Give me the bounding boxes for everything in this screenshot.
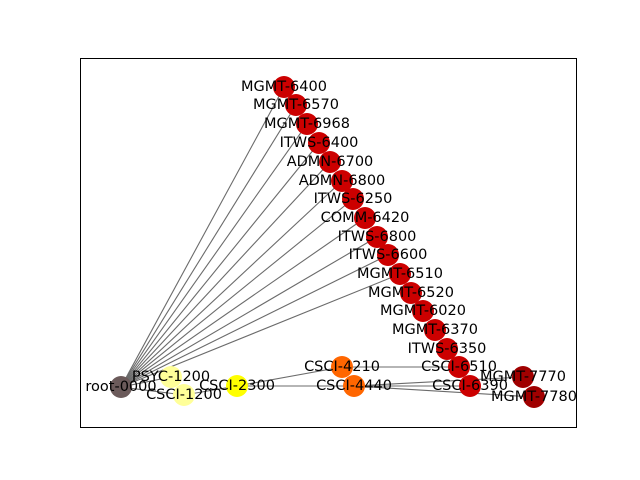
node-label-csci-2300: CSCI-2300	[199, 378, 275, 394]
node-mgmt-6020	[412, 300, 434, 322]
edge-csci-4440-to-mgmt-7780	[353, 385, 535, 398]
node-csci-6390	[459, 375, 481, 397]
edge-root-0000-to-itws-6400	[120, 142, 320, 388]
edge-root-0000-to-mgmt-6570	[120, 104, 297, 388]
node-label-csci-4210: CSCI-4210	[304, 359, 380, 375]
node-label-root-0000: root-0000	[85, 379, 156, 395]
node-label-itws-6250: ITWS-6250	[314, 191, 393, 207]
node-label-mgmt-7780: MGMT-7780	[491, 389, 577, 405]
node-mgmt-6400	[273, 76, 295, 98]
node-itws-6400	[308, 132, 330, 154]
edge-root-0000-to-itws-6250	[120, 198, 354, 388]
node-mgmt-6520	[400, 282, 422, 304]
node-label-mgmt-6510: MGMT-6510	[357, 266, 443, 282]
node-label-mgmt-7770: MGMT-7770	[480, 369, 566, 385]
node-label-mgmt-6400: MGMT-6400	[241, 79, 327, 95]
node-label-mgmt-6520: MGMT-6520	[368, 285, 454, 301]
node-admn-6700	[319, 151, 341, 173]
node-itws-6250	[342, 188, 364, 210]
node-mgmt-7780	[523, 386, 545, 408]
node-mgmt-6570	[285, 94, 307, 116]
node-label-itws-6800: ITWS-6800	[338, 229, 417, 245]
node-csci-4440	[343, 375, 365, 397]
node-label-psyc-1200: PSYC-1200	[132, 369, 210, 385]
node-label-admn-6800: ADMN-6800	[299, 173, 386, 189]
edge-root-0000-to-comm-6420	[120, 217, 366, 388]
edge-csci-4440-to-mgmt-7770	[353, 376, 524, 387]
node-label-admn-6700: ADMN-6700	[287, 154, 374, 170]
node-psyc-1200	[160, 366, 182, 388]
node-admn-6800	[331, 170, 353, 192]
node-label-mgmt-6020: MGMT-6020	[380, 303, 466, 319]
node-itws-6800	[366, 226, 388, 248]
edge-root-0000-to-mgmt-6400	[120, 86, 285, 388]
node-label-csci-1200: CSCI-1200	[146, 387, 222, 403]
nodes-layer	[110, 76, 545, 408]
node-mgmt-6968	[296, 113, 318, 135]
node-label-comm-6420: COMM-6420	[321, 210, 410, 226]
plot-frame	[80, 58, 577, 428]
node-mgmt-6510	[389, 263, 411, 285]
node-itws-6600	[377, 244, 399, 266]
node-itws-6350	[436, 338, 458, 360]
node-label-itws-6600: ITWS-6600	[349, 247, 428, 263]
node-csci-1200	[173, 384, 195, 406]
node-label-mgmt-6370: MGMT-6370	[392, 322, 478, 338]
node-root-0000	[110, 376, 132, 398]
node-csci-6510	[448, 356, 470, 378]
node-label-csci-6390: CSCI-6390	[432, 378, 508, 394]
node-mgmt-6370	[424, 319, 446, 341]
node-label-mgmt-6968: MGMT-6968	[264, 116, 350, 132]
node-comm-6420	[354, 207, 376, 229]
edge-csci-2300-to-csci-4210	[236, 366, 343, 387]
node-label-itws-6400: ITWS-6400	[280, 135, 359, 151]
node-label-csci-6510: CSCI-6510	[421, 359, 497, 375]
node-label-csci-4440: CSCI-4440	[316, 378, 392, 394]
node-csci-4210	[331, 356, 353, 378]
node-label-mgmt-6570: MGMT-6570	[253, 97, 339, 113]
edge-root-0000-to-itws-6600	[120, 254, 389, 388]
edge-root-0000-to-admn-6800	[120, 180, 343, 388]
edge-root-0000-to-mgmt-6968	[120, 123, 308, 388]
edge-root-0000-to-itws-6800	[120, 236, 378, 388]
node-label-itws-6350: ITWS-6350	[408, 341, 487, 357]
node-mgmt-7770	[512, 366, 534, 388]
edge-root-0000-to-admn-6700	[120, 161, 331, 388]
node-csci-2300	[226, 375, 248, 397]
